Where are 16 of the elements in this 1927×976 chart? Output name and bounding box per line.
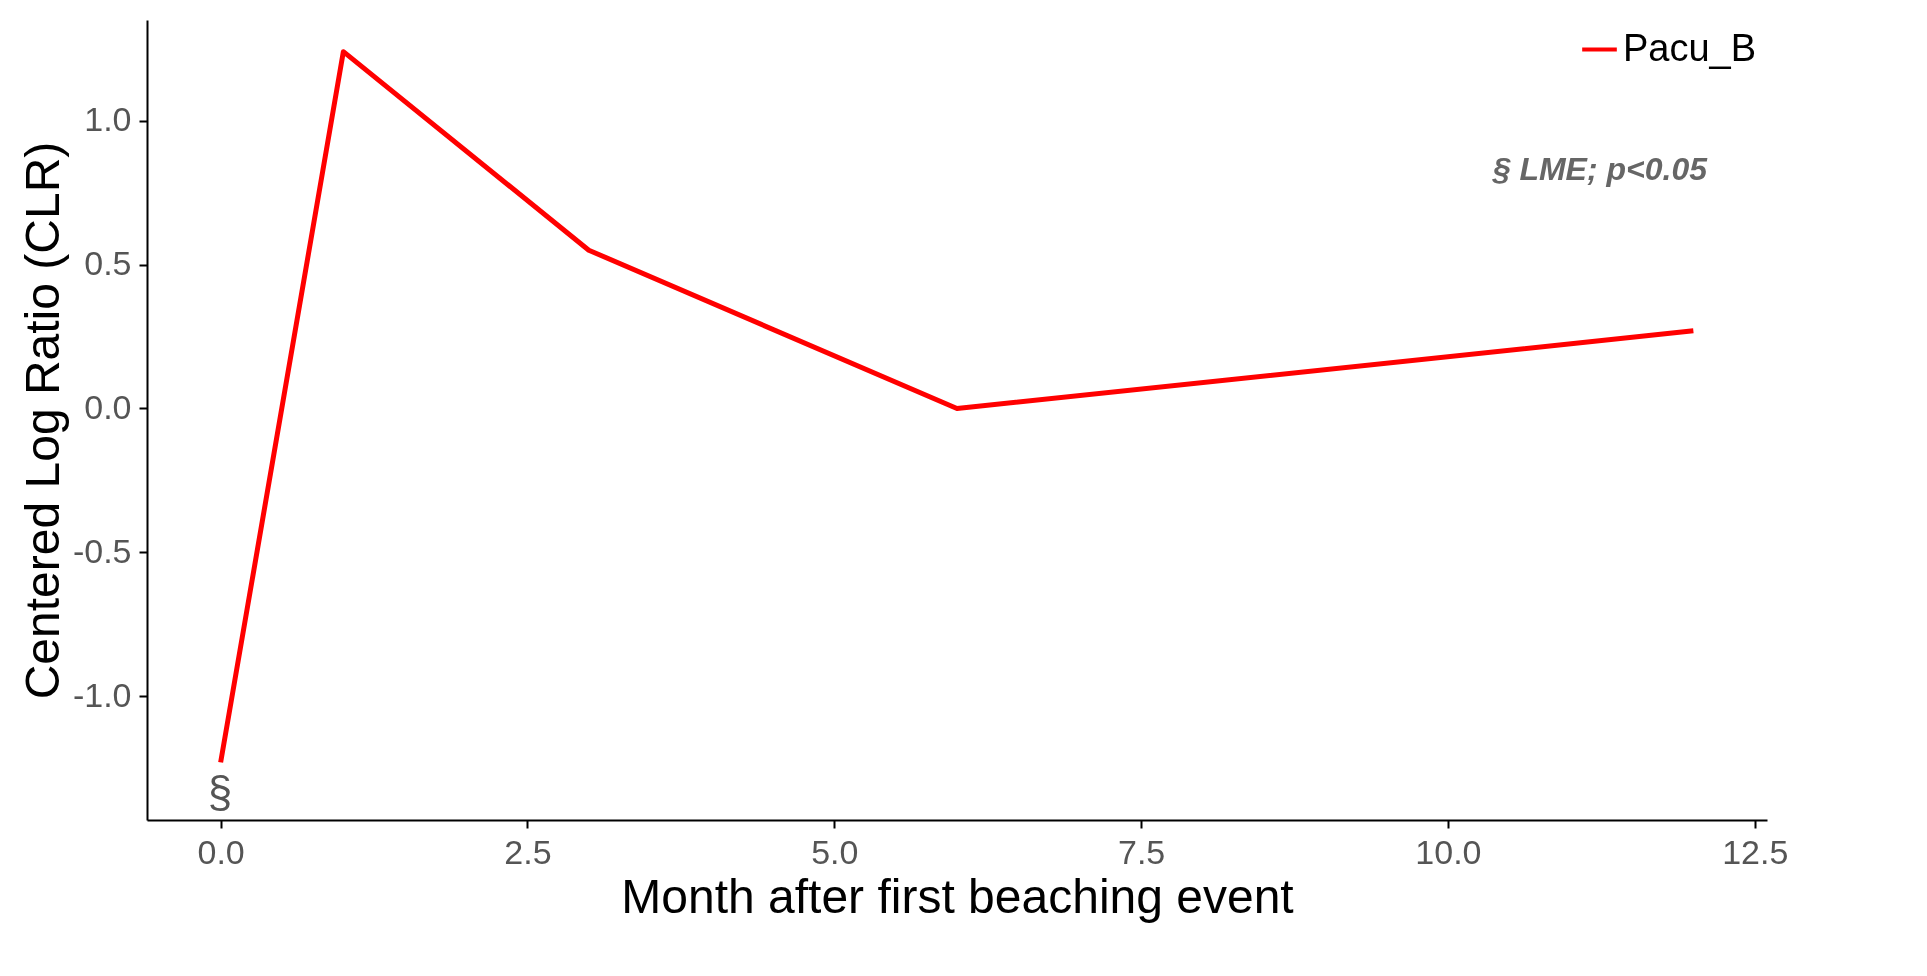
annotation: § LME; p<0.05 bbox=[1491, 151, 1709, 187]
y-tick-label: -0.5 bbox=[72, 531, 132, 570]
legend-label: Pacu_B bbox=[1623, 26, 1757, 69]
x-tick-label: 7.5 bbox=[1117, 832, 1166, 871]
y-tick-label: -1.0 bbox=[72, 675, 132, 714]
x-tick-label: 0.0 bbox=[197, 832, 245, 871]
y-tick-label: 0.5 bbox=[84, 244, 132, 283]
y-tick-label: 1.0 bbox=[84, 100, 132, 139]
annotation: § bbox=[207, 767, 233, 816]
x-tick-label: 10.0 bbox=[1415, 832, 1482, 871]
x-axis-title: Month after first beaching event bbox=[621, 869, 1294, 923]
x-tick-label: 5.0 bbox=[811, 832, 859, 871]
y-tick-label: 0.0 bbox=[84, 387, 132, 426]
x-tick-label: 2.5 bbox=[504, 832, 552, 871]
y-axis-title: Centered Log Ratio (CLR) bbox=[15, 141, 69, 700]
x-tick-label: 12.5 bbox=[1722, 832, 1789, 871]
